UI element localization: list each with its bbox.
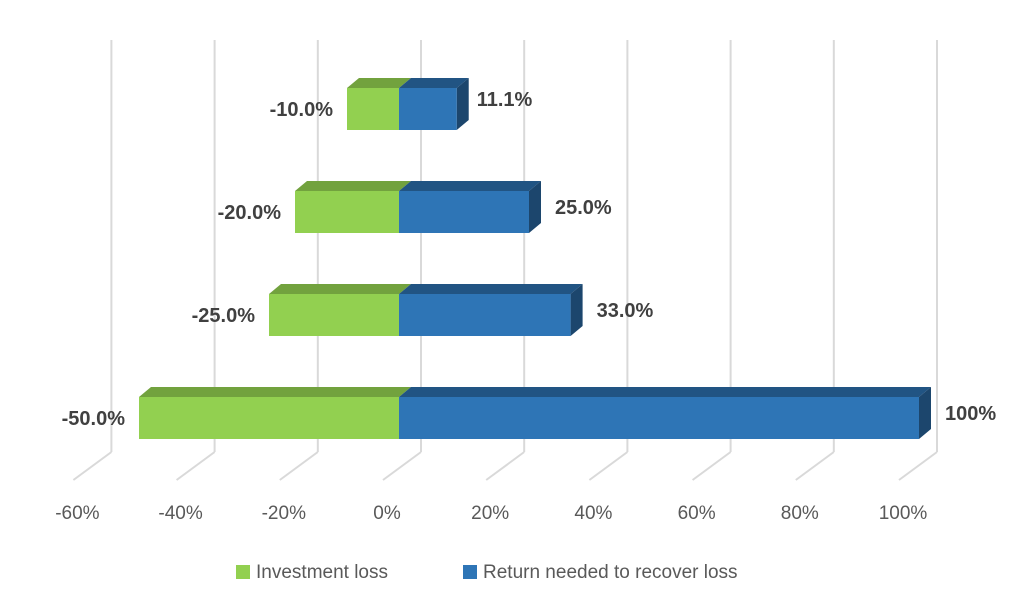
data-label: -50.0% (62, 408, 126, 430)
bar-return-needed (399, 397, 919, 439)
bar-investment-loss (139, 397, 399, 439)
bar-side-face (529, 181, 541, 233)
floor-gridline (279, 451, 319, 481)
bar-top-face (347, 78, 411, 88)
bar-investment-loss (295, 191, 399, 233)
bar-top-face (399, 284, 583, 294)
bar-investment-loss (269, 294, 399, 336)
data-label: 100% (945, 403, 996, 425)
bar-top-face (399, 387, 931, 397)
data-label: -25.0% (192, 305, 256, 327)
legend-label: Investment loss (256, 562, 388, 583)
bar-side-face (919, 387, 931, 439)
x-tick-label: -40% (158, 503, 202, 524)
bar-top-face (295, 181, 411, 191)
x-tick-label: 60% (678, 503, 716, 524)
bar-return-needed (399, 88, 457, 130)
legend-swatch (236, 565, 250, 579)
bar-side-face (570, 284, 583, 336)
x-tick-label: -60% (55, 503, 99, 524)
x-tick-label: 100% (879, 503, 928, 524)
x-tick-label: -20% (262, 503, 306, 524)
floor-gridline (176, 451, 216, 481)
bar-top-face (269, 284, 411, 294)
bar-investment-loss (347, 88, 399, 130)
legend-swatch (463, 565, 477, 579)
data-label: 11.1% (477, 89, 533, 111)
data-label: 25.0% (555, 197, 612, 219)
data-label: -10.0% (270, 99, 334, 121)
legend-label: Return needed to recover loss (483, 562, 738, 583)
floor-gridline (692, 451, 732, 481)
x-tick-label: 80% (781, 503, 819, 524)
bar-top-face (399, 78, 469, 88)
floor-gridline (485, 451, 525, 481)
floor-gridline (795, 451, 835, 481)
bar-top-face (399, 181, 541, 191)
floor-gridline (588, 451, 628, 481)
x-tick-label: 20% (471, 503, 509, 524)
floor-gridline (72, 451, 112, 481)
data-label: 33.0% (597, 300, 654, 322)
x-tick-label: 40% (574, 503, 612, 524)
bar-top-face (139, 387, 411, 397)
floor-gridline (382, 451, 422, 481)
bar-side-face (456, 78, 469, 130)
data-label: -20.0% (218, 202, 282, 224)
x-tick-label: 0% (373, 503, 401, 524)
bar-return-needed (399, 294, 571, 336)
floor-gridline (898, 451, 938, 481)
bar-return-needed (399, 191, 529, 233)
